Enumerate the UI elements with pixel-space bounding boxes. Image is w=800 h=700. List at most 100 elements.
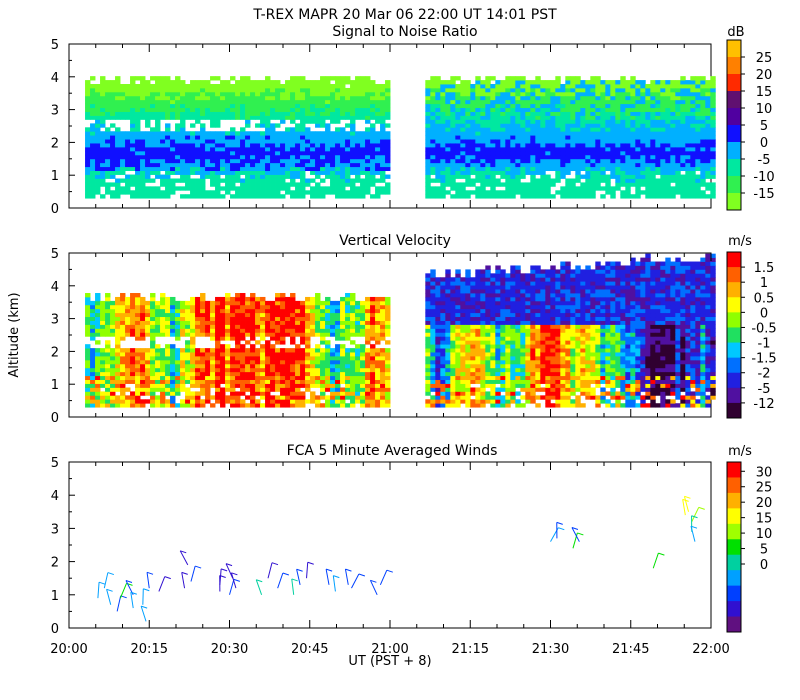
velocity-cell (180, 359, 186, 365)
velocity-cell (135, 383, 141, 388)
velocity-cell (365, 363, 371, 369)
snr-cell (660, 182, 666, 187)
snr-cell (255, 103, 261, 109)
velocity-cell (135, 355, 141, 361)
figure-title: T-REX MAPR 20 Mar 06 22:00 UT 14:01 PST (252, 7, 557, 23)
velocity-cell (160, 320, 166, 325)
velocity-cell (115, 359, 121, 365)
velocity-cell (105, 352, 111, 357)
velocity-cell (235, 375, 241, 381)
snr-cell (605, 123, 611, 128)
velocity-cell (235, 336, 241, 341)
velocity-cell (130, 355, 136, 361)
snr-cell (315, 123, 321, 128)
snr-cell (460, 80, 466, 85)
snr-cell (435, 95, 441, 101)
velocity-cell (175, 320, 181, 325)
snr-cell (255, 190, 261, 195)
velocity-cell (265, 300, 271, 306)
snr-cell (90, 182, 96, 187)
snr-cell (545, 91, 551, 97)
snr-cell (580, 91, 586, 97)
snr-cell (340, 139, 346, 144)
snr-cell (675, 103, 681, 109)
snr-cell (165, 162, 171, 168)
velocity-cell (230, 399, 236, 404)
snr-cell (535, 84, 541, 89)
snr-cell (245, 95, 251, 101)
snr-cell (525, 190, 531, 195)
snr-cell (580, 87, 586, 93)
velocity-cell (95, 355, 101, 361)
snr-cell (365, 107, 371, 112)
snr-cell (105, 170, 111, 175)
snr-cell (265, 174, 271, 179)
snr-cell (670, 194, 676, 199)
snr-cell (430, 162, 436, 168)
snr-cell (600, 162, 606, 168)
snr-cell (630, 170, 636, 175)
snr-cell (135, 127, 141, 132)
snr-cell (200, 131, 206, 136)
snr-cell (450, 162, 456, 168)
snr-cell (455, 186, 461, 191)
snr-cell (380, 115, 386, 120)
snr-cell (430, 115, 436, 120)
velocity-cell (310, 320, 316, 325)
snr-cell (545, 146, 551, 152)
snr-cell (230, 158, 236, 164)
snr-cell (580, 166, 586, 172)
snr-cell (555, 123, 561, 128)
velocity-cell (115, 312, 121, 318)
snr-cell (575, 76, 581, 81)
snr-cell (325, 166, 331, 172)
snr-cell (185, 146, 191, 152)
snr-cell (450, 146, 456, 152)
velocity-cell (225, 324, 231, 329)
velocity-cell (335, 344, 341, 349)
velocity-cell (225, 375, 231, 381)
velocity-cell (110, 332, 116, 337)
snr-cell (215, 84, 221, 89)
snr-cell (635, 91, 641, 97)
snr-cell (645, 107, 651, 112)
velocity-cell (175, 316, 181, 321)
snr-cell (445, 127, 451, 132)
snr-cell (215, 103, 221, 109)
velocity-cell (110, 304, 116, 310)
snr-cell (265, 143, 271, 148)
snr-cell (440, 143, 446, 148)
snr-cell (550, 84, 556, 89)
snr-cell (370, 162, 376, 168)
snr-cell (680, 123, 686, 128)
snr-cell (135, 91, 141, 97)
snr-cell (530, 107, 536, 112)
snr-cell (440, 162, 446, 168)
snr-cell (160, 103, 166, 109)
velocity-cell (220, 308, 226, 314)
snr-cell (450, 111, 456, 116)
snr-cell (220, 91, 226, 97)
snr-cell (635, 80, 641, 85)
snr-cell (550, 143, 556, 148)
snr-cell (210, 99, 216, 105)
velocity-cell (360, 312, 366, 318)
velocity-cell (165, 296, 171, 302)
velocity-cell (260, 403, 266, 408)
snr-cell (535, 91, 541, 97)
velocity-cell (275, 363, 281, 369)
snr-cell (700, 150, 706, 156)
snr-cell (210, 178, 216, 183)
snr-cell (90, 166, 96, 172)
velocity-cell (335, 391, 341, 396)
snr-cell (505, 103, 511, 109)
velocity-cell (90, 332, 96, 337)
snr-cell (545, 111, 551, 116)
snr-cell (675, 119, 681, 124)
snr-cell (640, 146, 646, 152)
snr-cell (145, 80, 151, 85)
snr-cell (480, 146, 486, 152)
velocity-cell (130, 324, 136, 329)
snr-cell (555, 131, 561, 136)
snr-cell (325, 80, 331, 85)
